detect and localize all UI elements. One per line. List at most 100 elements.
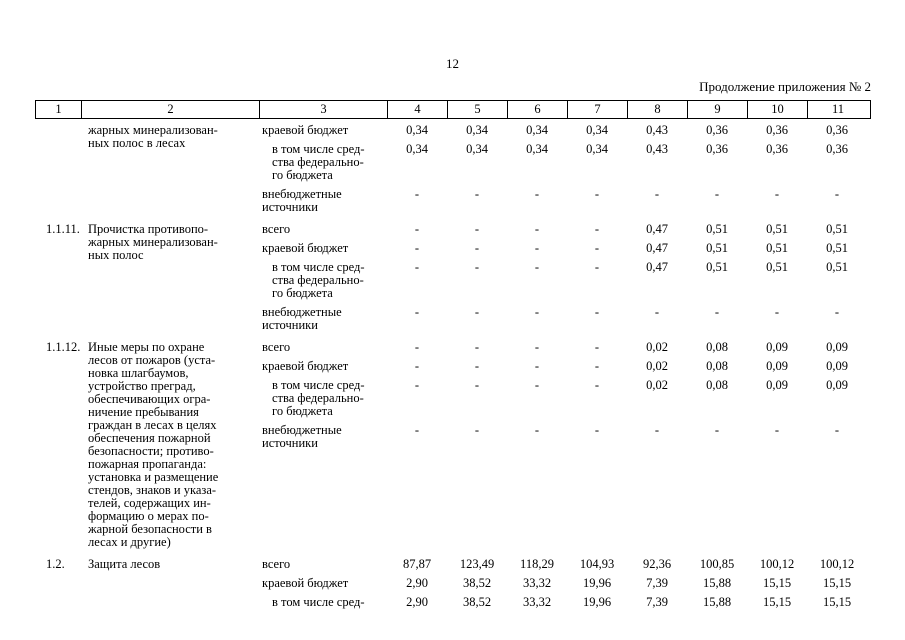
value-cell: 2,90: [406, 595, 428, 609]
value-cell: 0,36: [766, 142, 788, 156]
budget-line: в том числе сред- 2,90 38,52 33,32 19,96 7,39…: [259, 596, 871, 609]
value-cell: -: [414, 359, 420, 373]
table-row: 1.1.11. Прочистка противопо- жарных мине…: [35, 223, 871, 332]
value-cell: -: [594, 378, 600, 392]
value-cell: 0,43: [646, 123, 668, 137]
value-cell: 15,15: [822, 576, 852, 590]
budget-label: краевой бюджет: [262, 576, 349, 590]
value-cell: 0,51: [706, 222, 728, 236]
value-cell: 15,88: [702, 595, 732, 609]
value-cell: 0,09: [826, 340, 848, 354]
value-cell: 123,49: [459, 557, 495, 571]
value-cell: -: [414, 378, 420, 392]
value-cell: -: [474, 378, 480, 392]
value-cell: -: [414, 187, 420, 201]
value-cell: 0,02: [646, 340, 668, 354]
item-number: 1.2.: [46, 557, 65, 571]
table-header-row: 1 2 3 4 5 6 7 8 9 10 11: [35, 100, 871, 119]
table-body: жарных минерализован- ных полос в лесах …: [35, 124, 871, 609]
value-cell: -: [474, 222, 480, 236]
value-cell: 0,09: [826, 359, 848, 373]
value-cell: -: [474, 187, 480, 201]
table-row: жарных минерализован- ных полос в лесах …: [35, 124, 871, 214]
value-cell: 0,34: [406, 142, 428, 156]
header-cell: 2: [82, 101, 260, 118]
table-row: 1.1.12. Иные меры по охране лесов от пож…: [35, 341, 871, 549]
value-cell: 33,32: [522, 595, 552, 609]
value-cell: 0,02: [646, 359, 668, 373]
value-cell: -: [654, 423, 660, 437]
value-cell: 2,90: [406, 576, 428, 590]
value-cell: 0,08: [706, 340, 728, 354]
value-cell: 38,52: [462, 576, 492, 590]
value-cell: 0,51: [766, 260, 788, 274]
value-cell: -: [594, 305, 600, 319]
value-cell: 0,34: [586, 123, 608, 137]
item-name: жарных минерализован- ных полос в лесах: [88, 123, 218, 150]
value-cell: 100,12: [759, 557, 795, 571]
value-cell: 0,47: [646, 260, 668, 274]
value-cell: -: [414, 423, 420, 437]
value-cell: -: [594, 222, 600, 236]
value-cell: 0,47: [646, 241, 668, 255]
value-cell: -: [414, 241, 420, 255]
value-cell: 0,51: [826, 241, 848, 255]
value-cell: -: [534, 187, 540, 201]
value-cell: 0,36: [826, 142, 848, 156]
budget-label: в том числе сред- ства федерально- го бю…: [272, 378, 365, 418]
value-cell: -: [834, 305, 840, 319]
value-cell: 0,36: [826, 123, 848, 137]
header-cell: 11: [831, 102, 845, 116]
value-cell: -: [474, 423, 480, 437]
value-cell: 0,51: [706, 260, 728, 274]
value-cell: -: [594, 423, 600, 437]
value-cell: -: [594, 260, 600, 274]
budget-line: краевой бюджет 0,34 0,34 0,34 0,34 0,43 0,36 0,…: [259, 124, 871, 137]
value-cell: 0,34: [586, 142, 608, 156]
value-cell: 0,34: [526, 123, 548, 137]
item-name: Прочистка противопо- жарных минерализова…: [88, 222, 218, 262]
value-cell: 0,34: [466, 123, 488, 137]
header-cell: 4: [388, 101, 448, 118]
value-cell: -: [414, 260, 420, 274]
value-cell: 100,12: [819, 557, 855, 571]
budget-line: внебюджетные источники - - - - - - - -: [259, 424, 871, 450]
value-cell: 0,34: [466, 142, 488, 156]
budget-line: в том числе сред- ства федерально- го бю…: [259, 143, 871, 182]
value-cell: 38,52: [462, 595, 492, 609]
value-cell: -: [774, 423, 780, 437]
budget-label: внебюджетные источники: [262, 423, 342, 450]
item-lines: краевой бюджет 0,34 0,34 0,34 0,34 0,43 0,36 0,…: [259, 124, 871, 214]
value-cell: 92,36: [642, 557, 672, 571]
value-cell: 0,36: [706, 142, 728, 156]
value-cell: -: [534, 423, 540, 437]
value-cell: -: [834, 423, 840, 437]
value-cell: -: [594, 241, 600, 255]
value-cell: 87,87: [402, 557, 432, 571]
value-cell: -: [534, 340, 540, 354]
value-cell: 0,09: [766, 340, 788, 354]
table-row: 1.2. Защита лесов всего 87,87 123,49 118,29…: [35, 558, 871, 609]
value-cell: -: [774, 305, 780, 319]
budget-label: всего: [262, 222, 291, 236]
value-cell: 0,47: [646, 222, 668, 236]
value-cell: -: [594, 359, 600, 373]
value-cell: -: [534, 378, 540, 392]
value-cell: 0,51: [826, 222, 848, 236]
appendix-table: 1 2 3 4 5 6 7 8 9 10 11 жарных минерализован- ных …: [35, 100, 871, 618]
value-cell: 0,51: [706, 241, 728, 255]
value-cell: -: [714, 187, 720, 201]
value-cell: 0,43: [646, 142, 668, 156]
value-cell: 15,15: [822, 595, 852, 609]
value-cell: -: [414, 305, 420, 319]
header-cell: 8: [628, 101, 688, 118]
value-cell: 0,34: [406, 123, 428, 137]
budget-line: всего - - - - 0,02 0,08 0,09 0,09: [259, 341, 871, 354]
value-cell: -: [474, 359, 480, 373]
budget-label: краевой бюджет: [262, 359, 349, 373]
value-cell: 104,93: [579, 557, 615, 571]
budget-label: краевой бюджет: [262, 123, 349, 137]
budget-label: краевой бюджет: [262, 241, 349, 255]
item-name: Иные меры по охране лесов от пожаров (ус…: [88, 340, 219, 549]
value-cell: 0,02: [646, 378, 668, 392]
